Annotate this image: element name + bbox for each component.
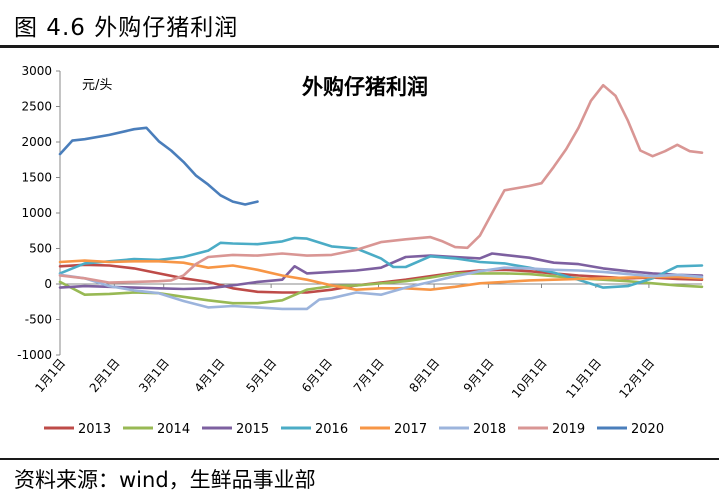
legend-label-2018: 2018: [473, 422, 506, 437]
legend-label-2017: 2017: [394, 422, 427, 437]
y-tick-label: 500: [29, 242, 52, 256]
figure-title: 图 4.6 外购仔猪利润: [14, 15, 239, 41]
y-tick-label: -1000: [17, 348, 52, 362]
series-line-2018: [58, 266, 704, 311]
series-line-2019: [58, 83, 704, 284]
x-tick-label: 9月1日: [461, 356, 497, 395]
x-tick-label: 8月1日: [406, 356, 442, 395]
footer-divider: [0, 458, 719, 460]
chart-series: [58, 83, 704, 311]
y-tick-label: -500: [25, 313, 52, 327]
legend-label-2020: 2020: [631, 422, 664, 437]
chart-title: 外购仔猪利润: [302, 75, 428, 99]
x-tick-label: 11月1日: [563, 356, 604, 401]
series-line-2016: [58, 236, 704, 289]
y-tick-label: 1500: [21, 171, 52, 185]
legend-label-2015: 2015: [236, 422, 269, 437]
source-note: 资料来源：wind，生鲜品事业部: [14, 468, 316, 492]
x-tick-label: 3月1日: [136, 356, 172, 395]
y-tick-label: 2000: [21, 135, 52, 149]
header-divider: [0, 45, 719, 48]
series-line-2020: [58, 126, 259, 206]
x-tick-label: 6月1日: [299, 356, 335, 395]
x-tick-label: 2月1日: [87, 356, 123, 395]
legend-label-2019: 2019: [552, 422, 585, 437]
y-tick-label: 3000: [21, 64, 52, 78]
x-tick-label: 5月1日: [243, 356, 279, 395]
y-tick-label: 1000: [21, 206, 52, 220]
legend-label-2016: 2016: [315, 422, 348, 437]
y-tick-label: 2500: [21, 100, 52, 114]
x-tick-label: 4月1日: [192, 356, 228, 395]
y-unit-label: 元/头: [82, 78, 112, 93]
chart-legend: 2013 2014 2015 2016 2017 2018 2019 2020: [44, 422, 664, 437]
x-tick-label: 12月1日: [616, 356, 657, 401]
series-line-2017: [58, 259, 704, 291]
series-line-2015: [58, 252, 704, 291]
legend-label-2014: 2014: [157, 422, 190, 437]
x-tick-label: 7月1日: [351, 356, 387, 395]
figure-header: 图 4.6 外购仔猪利润: [0, 0, 719, 48]
legend-label-2013: 2013: [78, 422, 111, 437]
x-tick-label: 10月1日: [509, 356, 550, 401]
y-tick-label: 0: [44, 277, 52, 291]
